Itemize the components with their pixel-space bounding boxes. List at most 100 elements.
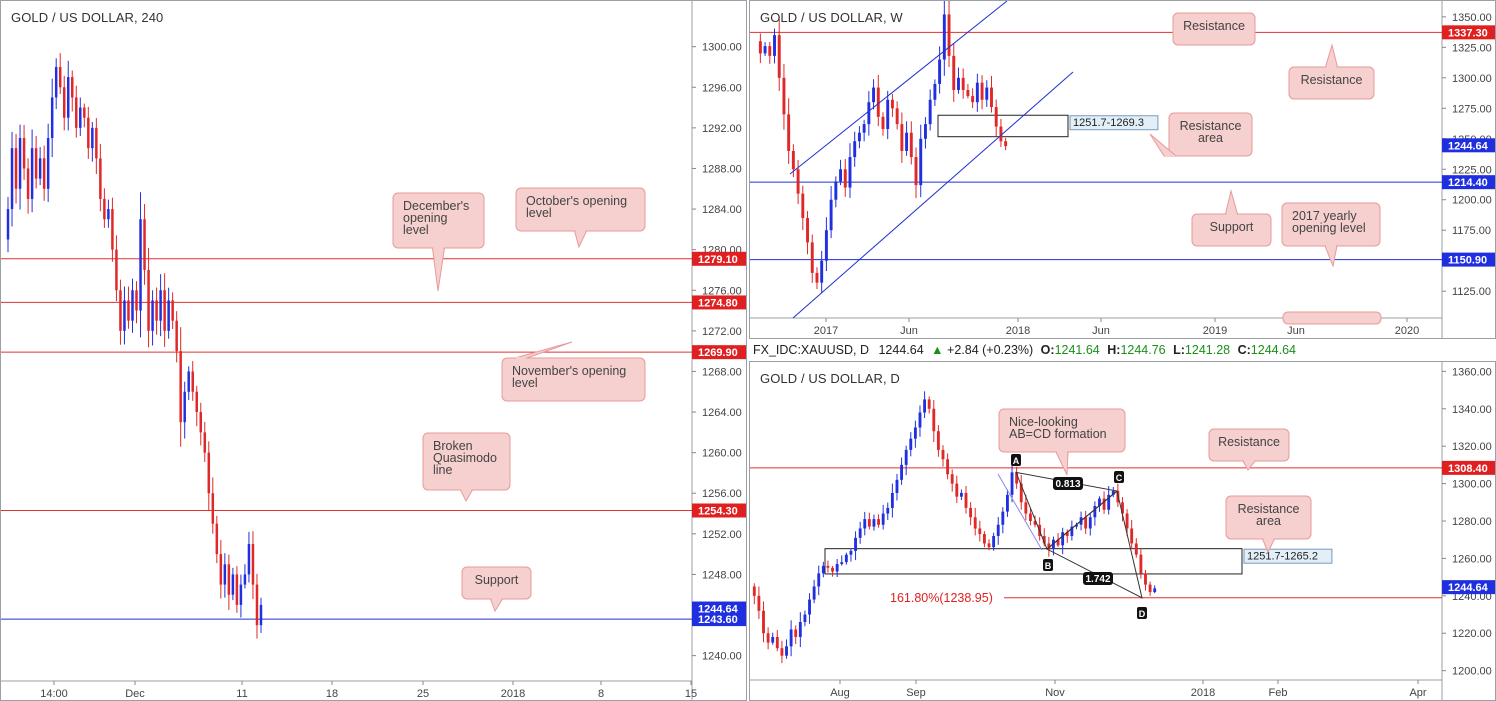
candle-body — [843, 169, 847, 188]
candle-body — [857, 132, 861, 142]
x-tick-label: 2018 — [1191, 687, 1215, 699]
candle-body — [167, 300, 170, 331]
daily-chart-title: GOLD / US DOLLAR, D — [760, 371, 900, 386]
y-tick-label: 1276.00 — [702, 285, 742, 297]
candle-body — [6, 209, 10, 240]
candle-body — [826, 565, 830, 568]
candle-body — [900, 464, 904, 480]
callout-text: Nice-looking — [1009, 415, 1078, 429]
candle-body — [824, 230, 828, 261]
x-tick-label: 2018 — [501, 688, 525, 700]
candle-body — [758, 41, 762, 54]
candle-body — [66, 77, 70, 118]
candle-body — [789, 629, 793, 647]
candle-body — [79, 107, 82, 128]
candle-body — [969, 507, 973, 518]
candle-body — [259, 604, 263, 626]
candle-body — [1075, 524, 1078, 527]
y-tick-label: 1240.00 — [702, 651, 742, 663]
candle-body — [58, 66, 62, 88]
candle-body — [1024, 502, 1028, 514]
candle-body — [18, 138, 22, 189]
symbol-name[interactable]: FX_IDC:XAUUSD, D — [753, 343, 869, 357]
callout-pointer — [459, 489, 474, 503]
candle-body — [26, 168, 30, 199]
candle-body — [957, 77, 960, 91]
pattern-ratio-box — [1053, 477, 1083, 490]
candle-body — [867, 102, 871, 125]
x-tick-label: Aug — [830, 687, 850, 699]
y-tick-label: 1275.00 — [1452, 103, 1492, 115]
candle-body — [942, 14, 946, 60]
candle-body — [223, 564, 227, 585]
candle-body — [115, 249, 118, 291]
x-tick-label: Apr — [1409, 687, 1426, 699]
candle-body — [996, 524, 1000, 536]
y-tick-label: 1300.00 — [1452, 73, 1492, 85]
daily-chart-panel[interactable]: 1200.00 1220.00 1240.00 1260.00 1280.00 1300.… — [749, 361, 1496, 701]
candle-body — [99, 158, 102, 199]
level-price-label: 1243.60 — [698, 614, 738, 626]
daily-chart[interactable]: 1200.001220.001240.001260.001280.001300.… — [750, 362, 1496, 701]
candle-body — [950, 474, 954, 484]
callout-pointer — [1324, 245, 1338, 268]
candle-body — [1093, 506, 1097, 518]
candle-body — [946, 459, 950, 475]
candle-body — [235, 574, 239, 605]
y-tick-label: 1200.00 — [1452, 666, 1492, 678]
candle-body — [143, 219, 146, 270]
candle-body — [913, 427, 917, 439]
y-tick-label: 1340.00 — [1452, 404, 1492, 416]
y-tick-label: 1325.00 — [1452, 42, 1492, 54]
candle-body — [131, 290, 134, 321]
x-tick-label: 18 — [326, 688, 338, 700]
h4-chart[interactable]: 1240.001244.001248.001252.001256.001260.… — [1, 1, 747, 701]
candle-body — [1139, 554, 1143, 574]
weekly-chart-panel[interactable]: 1125.001150.001175.001200.001225.001250.… — [749, 0, 1496, 339]
y-tick-label: 1248.00 — [702, 569, 742, 581]
candle-body — [985, 87, 989, 100]
high-value: 1244.76 — [1120, 343, 1166, 357]
candle-body — [34, 148, 38, 179]
close-value: 1244.64 — [1250, 343, 1296, 357]
callout-text: opening level — [1292, 221, 1366, 235]
candle-body — [1056, 539, 1060, 546]
level-price-label: 1150.90 — [1448, 255, 1487, 267]
callout-pointer — [1055, 451, 1069, 476]
candle-body — [992, 535, 996, 548]
weekly-chart[interactable]: 1125.001150.001175.001200.001225.001250.… — [750, 1, 1496, 339]
candle-body — [175, 320, 178, 352]
last-price-badge — [692, 601, 746, 616]
callout-box — [1168, 112, 1253, 157]
candle-body — [187, 371, 190, 392]
level-price-badge — [692, 251, 746, 266]
high-label: H: — [1107, 343, 1121, 357]
candle-body — [923, 124, 927, 139]
candle-body — [1042, 535, 1046, 544]
h4-chart-panel[interactable]: 1240.001244.001248.001252.001256.001260.… — [0, 0, 747, 701]
y-tick-label: 1284.00 — [702, 204, 742, 216]
candle-body — [1130, 528, 1134, 544]
y-tick-label: 1320.00 — [1452, 441, 1492, 453]
candle-body — [980, 82, 984, 100]
candle-body — [1134, 543, 1138, 555]
candle-body — [886, 99, 890, 130]
y-tick-label: 1300.00 — [702, 42, 742, 54]
candle-body — [881, 513, 885, 525]
candle-body — [195, 391, 198, 413]
candle-body — [840, 562, 844, 565]
candle-body — [959, 492, 963, 497]
pattern-point-marker — [1114, 471, 1124, 483]
candle-body — [231, 574, 235, 595]
x-tick-label: 2017 — [814, 325, 838, 337]
candle-body — [848, 157, 852, 188]
candle-body — [785, 646, 788, 656]
candle-body — [1029, 513, 1032, 521]
candle-body — [251, 543, 255, 585]
candle-body — [1098, 498, 1101, 507]
candle-body — [964, 492, 968, 508]
candle-body — [775, 636, 779, 649]
x-tick-label: 11 — [236, 688, 247, 700]
y-tick-label: 1175.00 — [1452, 225, 1491, 237]
pattern-ratio-box — [1083, 572, 1113, 585]
